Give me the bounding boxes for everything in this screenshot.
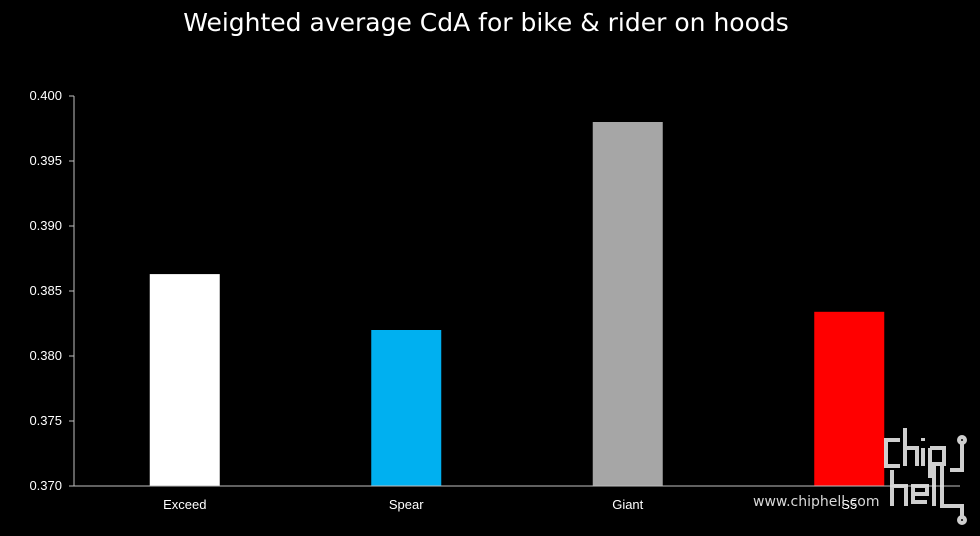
y-tick-label: 0.400 [29,88,62,103]
bar-giant [592,122,663,486]
chiphell-logo [884,428,967,525]
chart-title: Weighted average CdA for bike & rider on… [183,8,789,37]
x-tick-label: Exceed [163,497,206,512]
y-tick-label: 0.385 [29,283,62,298]
bar-exceed [149,274,220,486]
watermark-site-text: www.chiphell.com [753,494,879,510]
y-tick-label: 0.380 [29,348,62,363]
y-tick-label: 0.390 [29,218,62,233]
watermark: www.chiphell.com [753,428,967,525]
bars [149,122,885,486]
y-tick-label: 0.395 [29,153,62,168]
x-axis: Exceed Spear Giant S5 [74,485,960,512]
x-tick-label: Spear [389,497,424,512]
x-tick-label: S5 [841,497,857,512]
y-axis: 0.370 0.375 0.380 0.385 0.390 0.395 0.400 [29,88,75,493]
x-tick-label: Giant [612,497,643,512]
y-tick-label: 0.370 [29,478,62,493]
bar-s5 [814,311,885,486]
bar-spear [371,330,442,486]
y-tick-label: 0.375 [29,413,62,428]
